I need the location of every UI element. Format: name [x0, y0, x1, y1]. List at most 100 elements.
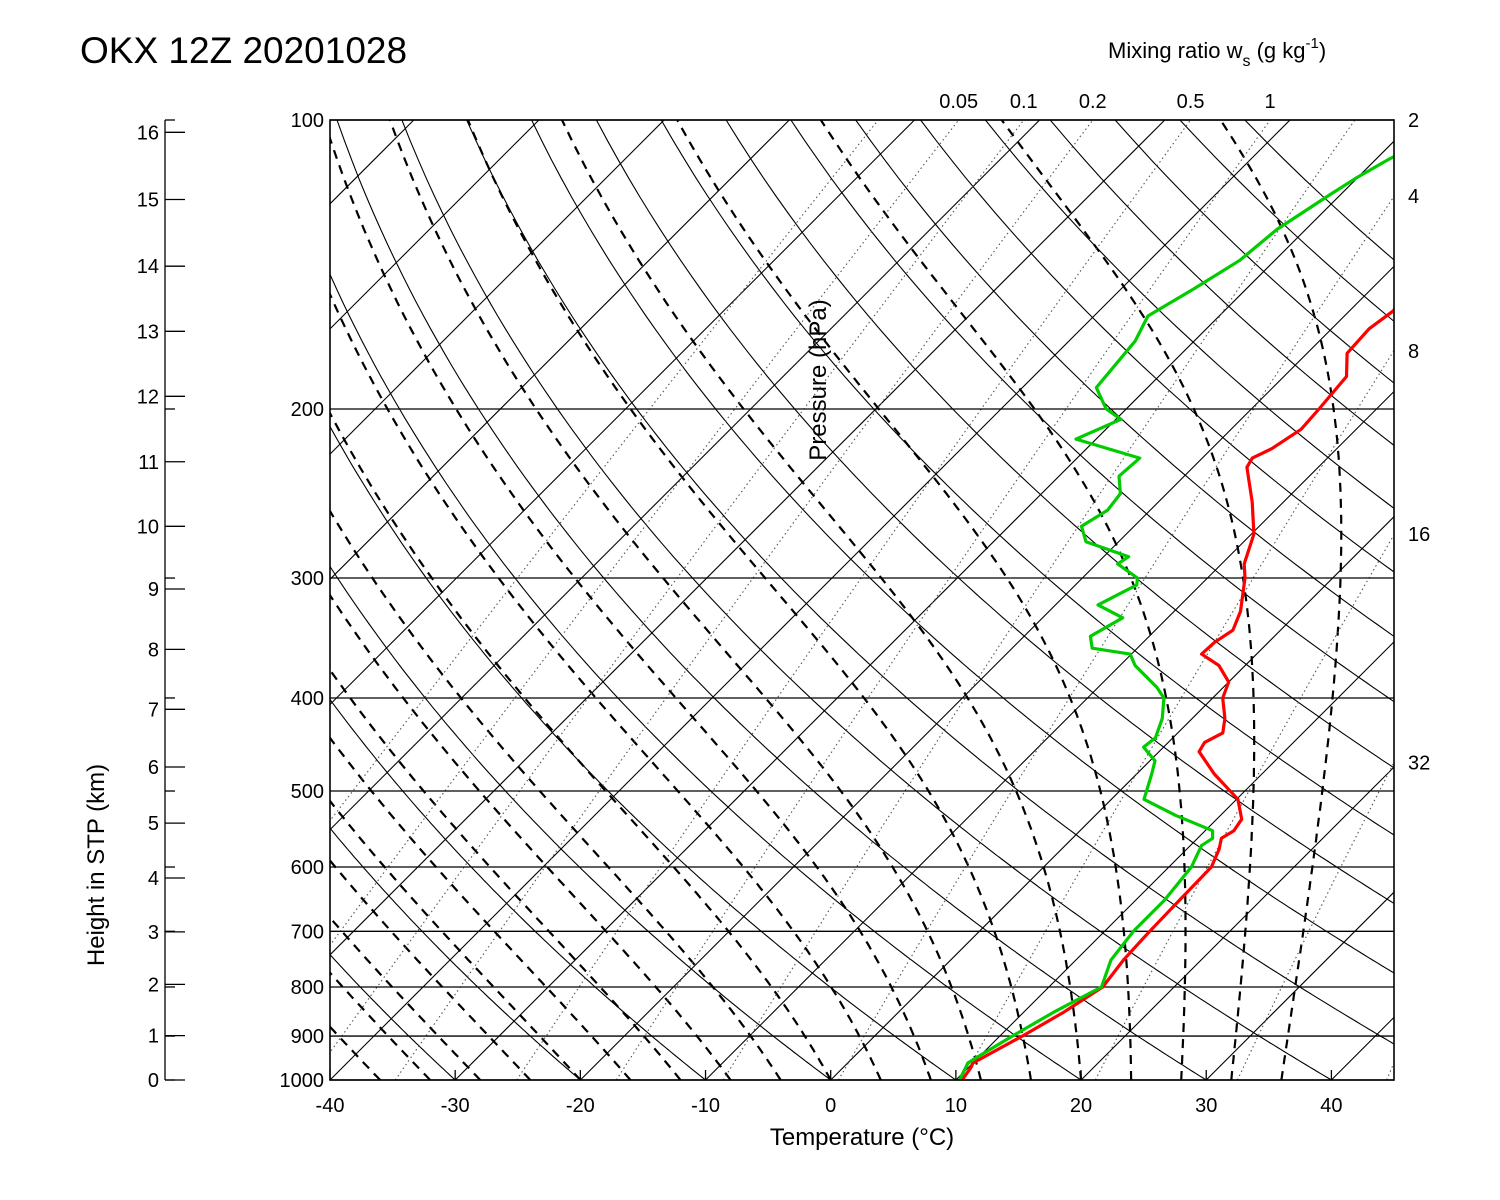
- mixing-ratio-line: [516, 120, 1192, 1080]
- height-tick-label: 9: [148, 579, 159, 601]
- moist-adiabat-line: [330, 668, 682, 1080]
- x-axis-label: Temperature (°C): [770, 1124, 954, 1151]
- x-tick-label: 40: [1320, 1095, 1342, 1117]
- mixing-ratio-top-label: 0.2: [1079, 91, 1107, 113]
- dry-adiabat-line: [330, 953, 456, 1080]
- moist-adiabat-line: [330, 134, 932, 1080]
- temperature-profile-line: [960, 307, 1394, 1080]
- pressure-tick-label: 100: [291, 110, 324, 132]
- height-tick-label: 2: [148, 974, 159, 996]
- height-tick-label: 8: [148, 639, 159, 661]
- moist-adiabat-line: [330, 971, 431, 1080]
- isotherm-line: [830, 515, 1394, 1080]
- dry-adiabat-line: [1244, 120, 1394, 261]
- moist-adiabat-line: [676, 120, 1133, 1080]
- height-tick-label: 15: [137, 189, 159, 211]
- moist-adiabat-line: [819, 120, 1187, 1080]
- moist-adiabat-line: [561, 120, 1083, 1080]
- dry-adiabat-line: [466, 120, 1394, 1045]
- dewpoint-profile-line: [958, 154, 1394, 1080]
- x-tick-label: 10: [945, 1095, 967, 1117]
- isotherm-line: [330, 120, 915, 706]
- height-axis-label: Height in STP (km): [83, 764, 110, 966]
- dry-adiabat-line: [920, 120, 1394, 573]
- dry-adiabat-line: [984, 120, 1394, 510]
- x-tick-label: 20: [1070, 1095, 1092, 1117]
- isotherm-line: [330, 120, 1291, 1080]
- isotherm-line: [330, 120, 1040, 831]
- mixing-ratio-line: [1236, 761, 1394, 1080]
- pressure-tick-label: 300: [291, 568, 324, 590]
- dry-adiabat-line: [330, 273, 1082, 1080]
- height-tick-label: 0: [148, 1070, 159, 1092]
- pressure-tick-label: 200: [291, 399, 324, 421]
- mixing-ratio-right-label: 8: [1408, 341, 1419, 363]
- mixing-ratio-top-label: 0.05: [939, 91, 978, 113]
- x-tick-label: -30: [441, 1095, 470, 1117]
- mixing-ratio-top-label: 0.5: [1177, 91, 1205, 113]
- height-tick-label: 3: [148, 922, 159, 944]
- mixing-ratio-right-label: 32: [1408, 753, 1430, 775]
- dry-adiabat-line: [330, 425, 957, 1080]
- isotherm-line: [1331, 1016, 1394, 1080]
- x-tick-label: -10: [691, 1095, 720, 1117]
- moist-adiabat-line: [330, 736, 632, 1080]
- moist-adiabat-line: [330, 593, 732, 1080]
- height-tick-label: 1: [148, 1026, 159, 1048]
- isotherm-line: [1080, 766, 1394, 1080]
- isotherm-line: [330, 120, 790, 581]
- pressure-tick-label: 500: [291, 781, 324, 803]
- mixing-ratio-right-label: 2: [1408, 110, 1419, 132]
- dry-adiabat-line: [725, 120, 1394, 769]
- height-tick-label: 6: [148, 757, 159, 779]
- isotherm-line: [1205, 891, 1394, 1080]
- dry-adiabat-line: [531, 120, 1394, 974]
- mixing-ratio-title: Mixing ratio ws (g kg-1): [1108, 35, 1326, 70]
- height-tick-label: 10: [137, 516, 159, 538]
- pressure-tick-label: 400: [291, 688, 324, 710]
- isotherm-line: [705, 390, 1394, 1080]
- isotherm-line: [330, 120, 665, 455]
- isotherm-line: [454, 140, 1394, 1080]
- dry-adiabat-line: [1049, 120, 1394, 447]
- mixing-ratio-line: [615, 120, 1271, 1080]
- height-tick-label: 12: [137, 386, 159, 408]
- mixing-ratio-top-label: 0.1: [1010, 91, 1038, 113]
- dry-adiabat-line: [330, 827, 581, 1080]
- dry-adiabat-line: [595, 120, 1394, 905]
- dry-adiabat-line: [336, 120, 1207, 1080]
- pressure-tick-label: 1000: [280, 1070, 325, 1092]
- moist-adiabat-line: [388, 120, 982, 1080]
- moist-adiabat-line: [330, 915, 481, 1080]
- moist-adiabat-line: [1219, 120, 1343, 1080]
- dry-adiabat-line: [855, 120, 1394, 638]
- sounding-series: [958, 154, 1394, 1080]
- height-tick-label: 4: [148, 868, 159, 890]
- dry-adiabat-line: [1114, 120, 1394, 384]
- pressure-axis-label: Pressure (hPa): [805, 299, 832, 460]
- pressure-tick-label: 800: [291, 977, 324, 999]
- x-tick-label: -20: [566, 1095, 595, 1117]
- plot-frame: [329, 119, 1395, 1081]
- mixing-ratio-line: [1386, 1061, 1394, 1080]
- isotherm-line: [330, 120, 1166, 956]
- dry-adiabat-line: [401, 120, 1332, 1080]
- moist-adiabat-line: [330, 799, 582, 1080]
- mixing-ratio-line: [837, 195, 1394, 1080]
- pressure-tick-label: 900: [291, 1026, 324, 1048]
- dry-adiabat-line: [790, 120, 1394, 703]
- height-tick-label: 7: [148, 699, 159, 721]
- pressure-tick-label: 600: [291, 857, 324, 879]
- background-lines: [330, 120, 1394, 1080]
- isotherm-line: [955, 641, 1394, 1080]
- height-tick-label: 5: [148, 813, 159, 835]
- mixing-ratio-top-label: 1: [1265, 91, 1276, 113]
- x-tick-label: -40: [316, 1095, 345, 1117]
- pressure-tick-label: 700: [291, 921, 324, 943]
- height-tick-label: 11: [138, 452, 159, 474]
- mixing-ratio-right-label: 16: [1408, 524, 1430, 546]
- isotherm-line: [580, 265, 1394, 1080]
- height-tick-label: 13: [137, 321, 159, 343]
